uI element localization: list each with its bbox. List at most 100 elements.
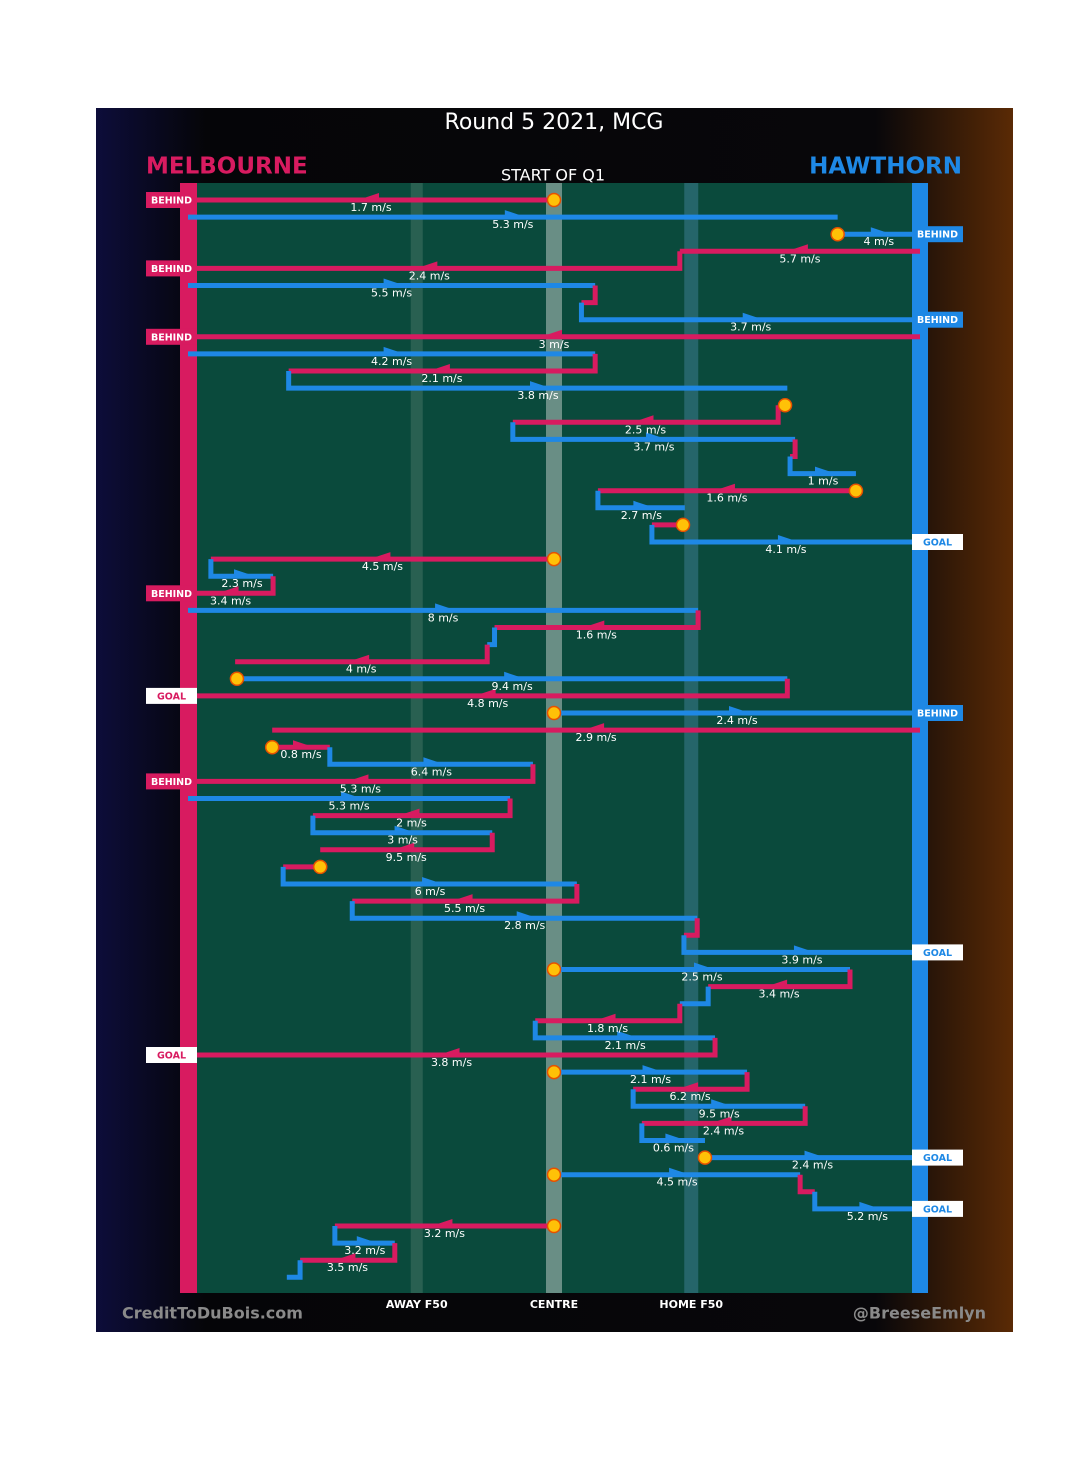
possession-segment — [352, 884, 580, 904]
speed-label: 0.6 m/s — [653, 1142, 694, 1155]
direction-arrow — [383, 278, 405, 288]
speed-label: 2.4 m/s — [409, 269, 450, 282]
direction-arrow — [729, 706, 750, 715]
direction-arrow — [594, 1013, 616, 1023]
direction-arrow — [694, 962, 716, 972]
x-tick-label: AWAY F50 — [386, 1298, 448, 1311]
result-label: GOAL — [923, 948, 952, 959]
direction-arrow — [669, 1167, 691, 1177]
possession-segment — [312, 798, 513, 819]
speed-label: 3 m/s — [539, 338, 570, 351]
speed-label: 4 m/s — [863, 235, 894, 248]
direction-arrow — [423, 757, 445, 767]
possession-segment — [812, 1191, 920, 1212]
ball-up — [777, 397, 793, 413]
ball-up — [546, 192, 562, 208]
direction-arrow — [416, 261, 438, 271]
speed-label: 2.3 m/s — [221, 577, 262, 590]
left-goal-line — [180, 183, 197, 1293]
speed-label: 3.7 m/s — [730, 321, 771, 334]
speed-label: 4.1 m/s — [765, 543, 806, 556]
direction-arrow — [435, 603, 457, 613]
grid-stripe — [546, 183, 562, 1293]
ball-up — [546, 705, 562, 721]
x-tick-label: CENTRE — [530, 1298, 578, 1311]
possession-segment — [535, 1003, 683, 1024]
direction-arrow — [438, 1048, 460, 1057]
speed-label: 1.6 m/s — [706, 492, 747, 505]
ball-up — [546, 1167, 562, 1182]
speed-label: 6.4 m/s — [411, 765, 452, 778]
direction-arrow — [777, 535, 799, 544]
direction-arrow — [617, 1030, 639, 1040]
speed-label: 1.7 m/s — [350, 201, 391, 214]
result-label: GOAL — [923, 1153, 952, 1164]
right-goal-line — [912, 183, 928, 1293]
x-tick-label: HOME F50 — [659, 1298, 723, 1311]
direction-arrow — [742, 312, 764, 322]
speed-label: 4.8 m/s — [467, 697, 508, 710]
ball-up — [697, 1150, 713, 1165]
possession-segment — [641, 1106, 808, 1126]
possession-segment — [681, 935, 920, 955]
possession-segment — [188, 1037, 718, 1058]
result-label: BEHIND — [917, 709, 958, 720]
speed-label: 6.2 m/s — [670, 1090, 711, 1103]
possession-segment — [188, 764, 536, 784]
possession-segment — [288, 353, 598, 374]
chart-subtitle: START OF Q1 — [501, 166, 605, 185]
ball-up — [546, 1218, 562, 1234]
speed-label: 5.5 m/s — [444, 902, 485, 915]
speed-label: 3.8 m/s — [431, 1056, 472, 1069]
speed-label: 4.5 m/s — [656, 1176, 697, 1189]
speed-label: 3.7 m/s — [633, 440, 674, 453]
direction-arrow — [804, 1150, 826, 1160]
ball-up — [546, 962, 562, 977]
result-box — [146, 192, 197, 208]
speed-label: 9.4 m/s — [492, 680, 533, 693]
speed-label: 6 m/s — [415, 885, 446, 898]
direction-arrow — [394, 825, 416, 835]
speed-label: 5.7 m/s — [779, 252, 820, 265]
footer-left: CreditToDuBois.com — [122, 1304, 303, 1323]
speed-label: 2 m/s — [396, 817, 427, 830]
result-label: GOAL — [157, 1051, 186, 1062]
speed-label: 2.4 m/s — [716, 714, 757, 727]
possession-segment — [327, 747, 533, 767]
speed-label: 2.4 m/s — [703, 1124, 744, 1137]
direction-arrow — [451, 894, 473, 904]
direction-arrow — [341, 791, 363, 801]
speed-label: 3.2 m/s — [344, 1244, 385, 1257]
direction-arrow — [233, 569, 255, 579]
direction-arrow — [766, 979, 788, 989]
direction-arrow — [583, 620, 605, 630]
ball-up — [312, 859, 328, 875]
direction-arrow — [422, 877, 444, 886]
result-label: BEHIND — [917, 230, 958, 241]
speed-label: 5.3 m/s — [340, 782, 381, 795]
speed-label: 2.1 m/s — [630, 1073, 671, 1086]
direction-arrow — [677, 1082, 699, 1092]
result-label: BEHIND — [151, 196, 192, 207]
result-box — [912, 705, 963, 721]
direction-arrow — [793, 945, 815, 955]
speed-label: 3.4 m/s — [210, 594, 251, 607]
possession-segment — [300, 1243, 398, 1263]
speed-label: 2.9 m/s — [576, 731, 617, 744]
speed-label: 9.5 m/s — [386, 851, 427, 864]
direction-arrow — [217, 586, 239, 596]
result-label: BEHIND — [151, 777, 192, 788]
result-box — [912, 534, 963, 550]
result-box — [912, 1200, 963, 1217]
possession-segment — [649, 524, 920, 545]
result-label: BEHIND — [917, 315, 958, 326]
result-label: BEHIND — [151, 589, 192, 600]
possession-segment — [286, 371, 788, 391]
result-box — [146, 328, 197, 345]
result-box — [912, 226, 963, 243]
speed-label: 0.8 m/s — [280, 748, 321, 761]
result-box — [146, 687, 197, 704]
chart-title: Round 5 2021, MCG — [445, 110, 664, 135]
speed-label: 4.5 m/s — [362, 560, 403, 573]
